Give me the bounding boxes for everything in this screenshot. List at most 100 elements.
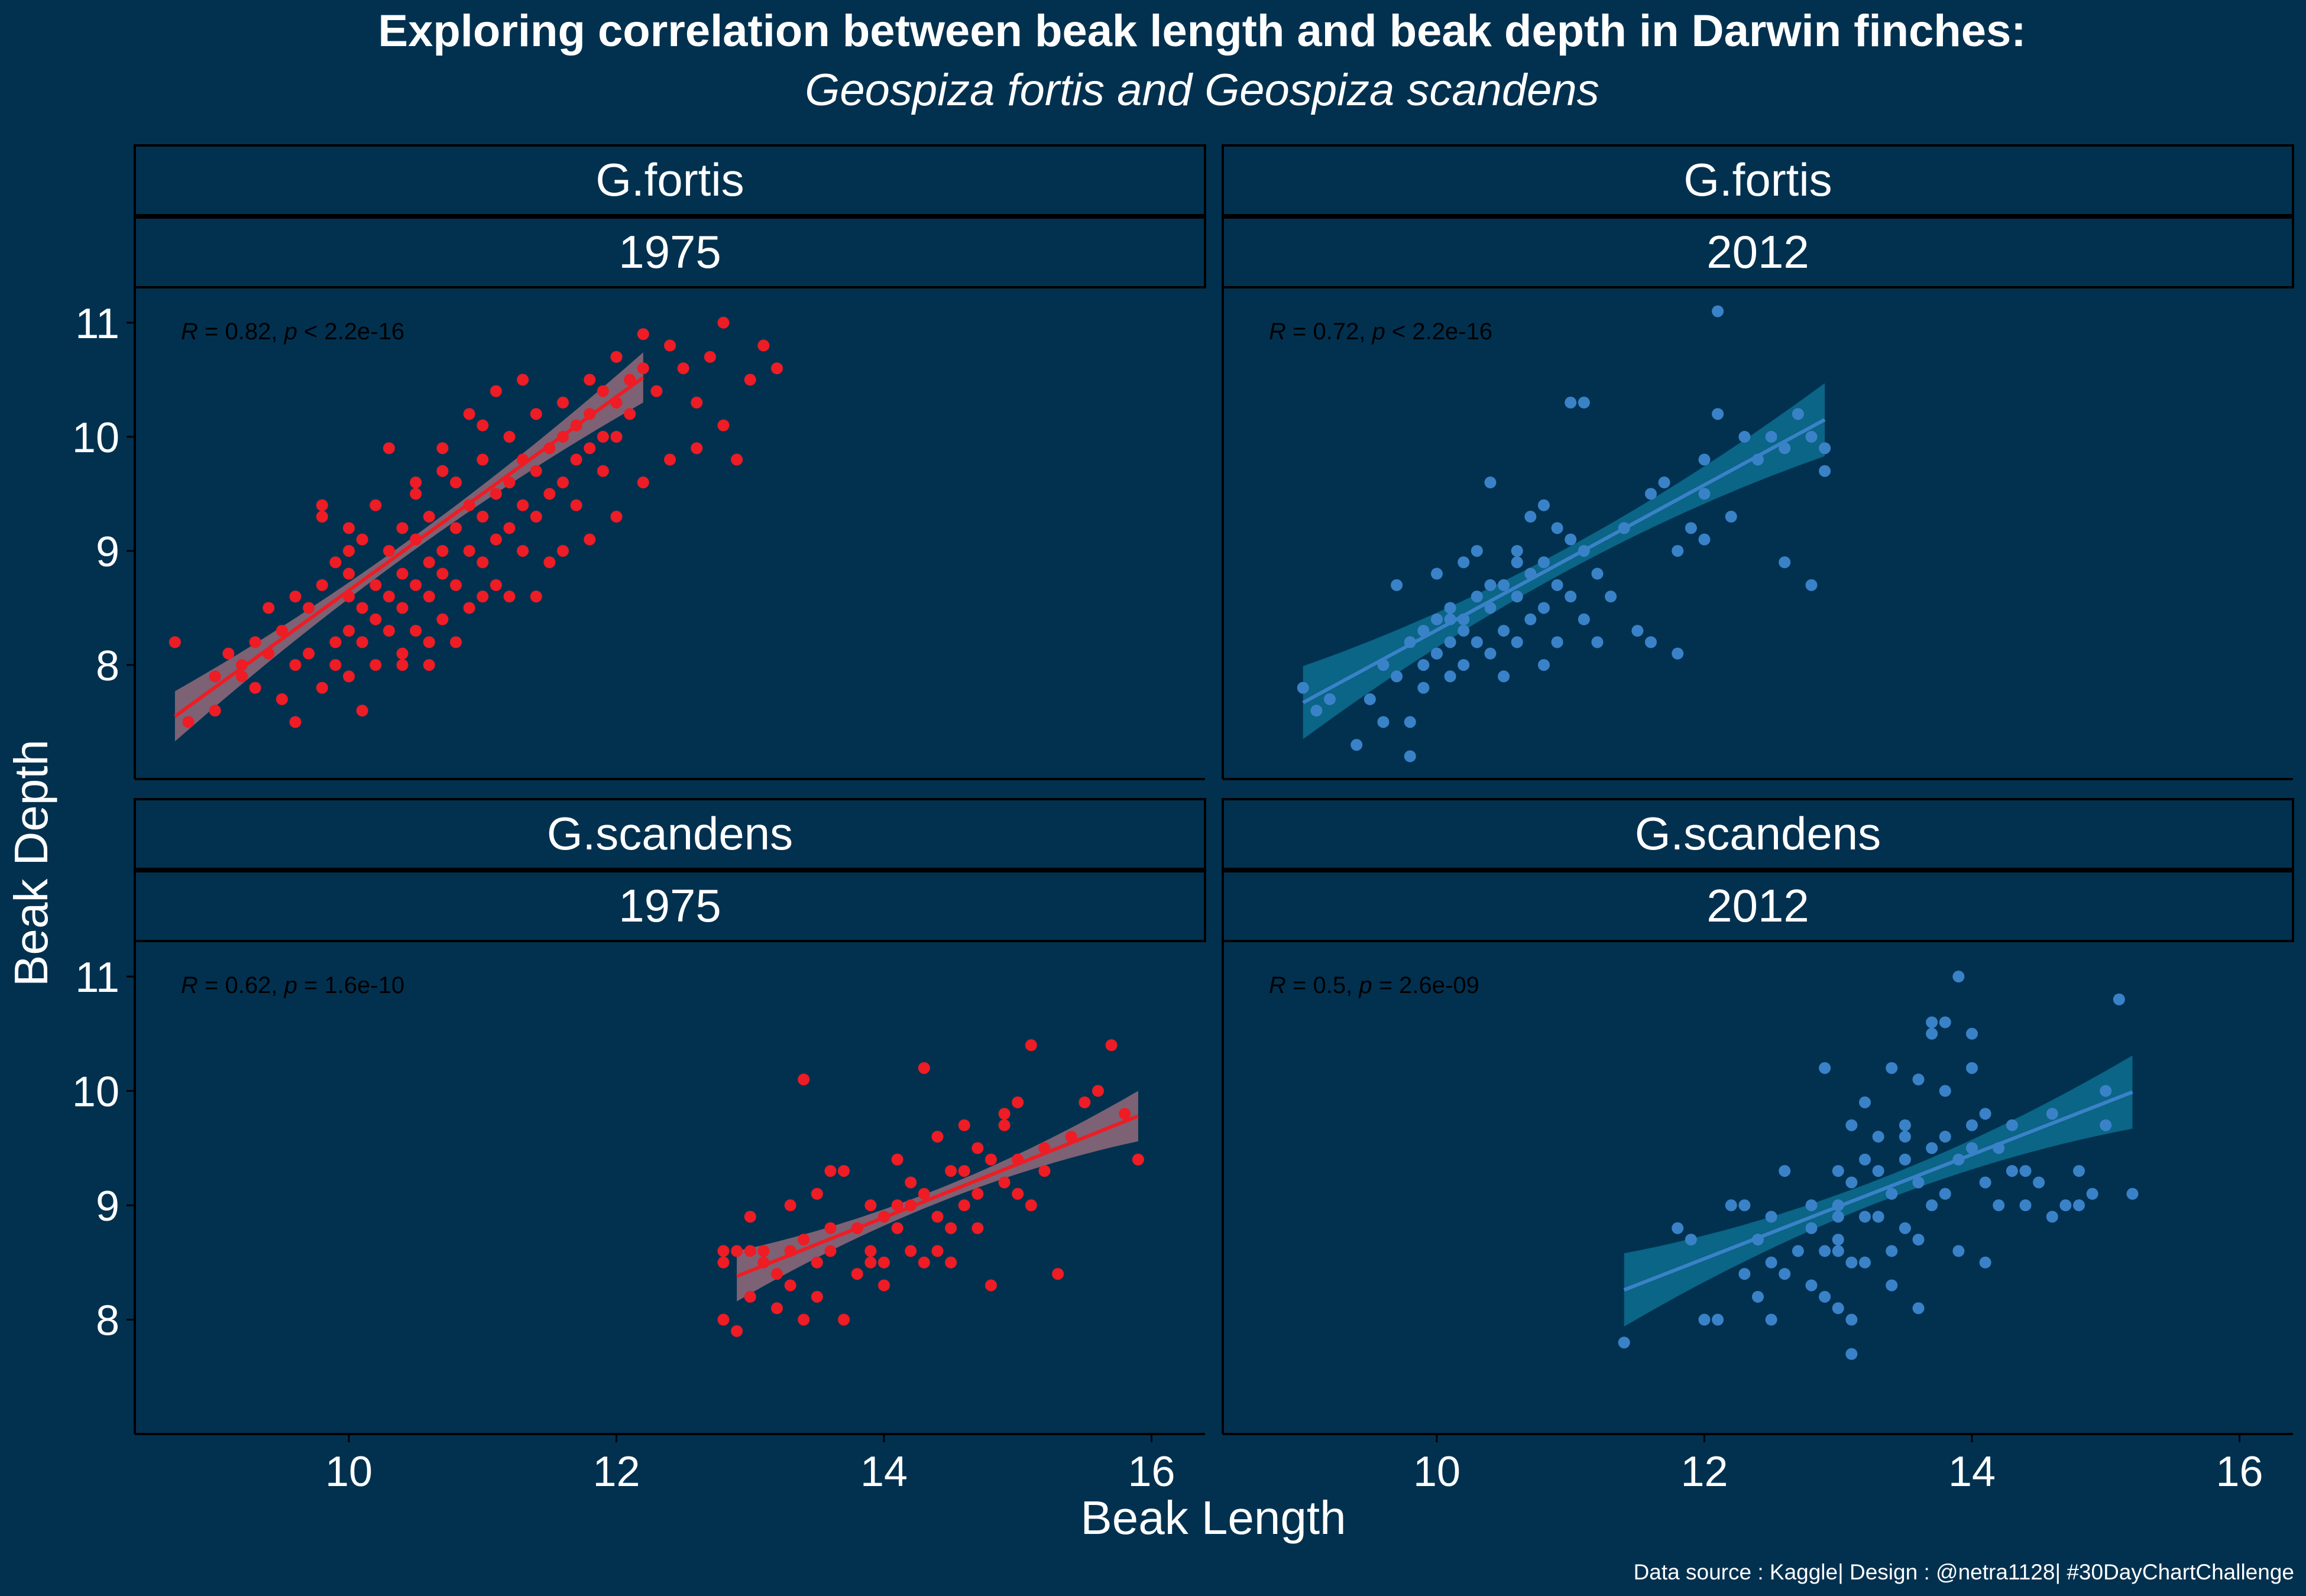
- data-point: [2073, 1164, 2085, 1177]
- data-point: [597, 465, 609, 477]
- data-point: [1952, 971, 1965, 983]
- data-point: [1012, 1096, 1024, 1108]
- data-point: [1712, 305, 1724, 317]
- data-point: [971, 1188, 984, 1200]
- data-point: [1471, 544, 1483, 557]
- data-point: [757, 339, 770, 352]
- data-point: [918, 1188, 930, 1200]
- data-point: [1805, 1199, 1818, 1212]
- data-point: [343, 625, 355, 637]
- data-point: [396, 522, 409, 534]
- data-point: [1779, 556, 1791, 569]
- data-point: [1912, 1073, 1925, 1086]
- data-point: [2113, 993, 2125, 1005]
- data-point: [798, 1073, 810, 1086]
- data-point: [1859, 1256, 1871, 1269]
- data-point: [1779, 1268, 1791, 1280]
- data-point: [356, 533, 368, 546]
- data-point: [1605, 591, 1617, 603]
- data-point: [356, 602, 368, 614]
- facet-panel: G.fortis 1975 8 9 10 11 R = 0.82, p < 2.2e-16: [72, 144, 1206, 780]
- data-point: [1872, 1164, 1884, 1177]
- data-point: [2126, 1188, 2139, 1200]
- data-point: [1805, 1279, 1818, 1292]
- data-point: [637, 328, 649, 340]
- data-point: [637, 476, 649, 489]
- data-point: [1899, 1222, 1911, 1234]
- strip-year-label: 1975: [618, 226, 721, 278]
- data-point: [891, 1222, 903, 1234]
- data-point: [530, 408, 542, 420]
- data-point: [1444, 670, 1456, 683]
- data-point: [1819, 465, 1831, 477]
- data-point: [1859, 1096, 1871, 1108]
- data-point: [1672, 647, 1684, 660]
- data-point: [1765, 1313, 1777, 1326]
- data-point: [864, 1245, 877, 1257]
- data-point: [1565, 591, 1577, 603]
- data-point: [2059, 1199, 2072, 1212]
- data-point: [1845, 1176, 1858, 1189]
- x-tick-label: 16: [1128, 1448, 1175, 1496]
- data-point: [1551, 636, 1563, 648]
- data-point: [1417, 658, 1430, 671]
- data-point: [1859, 1211, 1871, 1223]
- data-point: [824, 1245, 837, 1257]
- data-point: [931, 1130, 944, 1143]
- data-point: [1551, 522, 1563, 534]
- data-point: [517, 499, 529, 511]
- strip-species-box: [134, 144, 1206, 216]
- data-point: [1038, 1164, 1051, 1177]
- data-point: [463, 544, 475, 557]
- data-point: [1926, 1199, 1938, 1212]
- data-point: [396, 658, 409, 671]
- data-point: [383, 544, 395, 557]
- data-point: [1738, 1199, 1751, 1212]
- data-point: [410, 579, 422, 591]
- data-point: [1939, 1188, 1951, 1200]
- data-point: [1805, 1222, 1818, 1234]
- data-point: [731, 1245, 743, 1257]
- data-point: [329, 658, 342, 671]
- data-point: [1538, 658, 1550, 671]
- data-point: [891, 1199, 903, 1212]
- data-point: [1926, 1142, 1938, 1154]
- data-point: [543, 488, 556, 500]
- y-tick-label: 8: [96, 643, 119, 690]
- data-point: [1966, 1142, 1978, 1154]
- data-point: [343, 522, 355, 534]
- data-point: [1458, 658, 1470, 671]
- data-point: [477, 419, 489, 432]
- data-point: [744, 1245, 756, 1257]
- data-point: [1565, 397, 1577, 409]
- data-point: [1511, 591, 1523, 603]
- facet-panel: G.scandens 2012 10 12 14 16 R = 0.5, p = 2.6e-…: [1222, 798, 2294, 1496]
- data-point: [423, 636, 435, 648]
- data-point: [1738, 430, 1751, 443]
- data-point: [824, 1222, 837, 1234]
- data-point: [463, 602, 475, 614]
- data-point: [878, 1279, 890, 1292]
- correlation-annotation: R = 0.82, p < 2.2e-16: [181, 319, 404, 345]
- data-point: [610, 351, 623, 363]
- data-point: [316, 499, 328, 511]
- data-point: [717, 419, 730, 432]
- data-point: [1845, 1119, 1858, 1131]
- data-point: [1591, 636, 1604, 648]
- data-point: [1524, 613, 1537, 625]
- data-point: [490, 488, 502, 500]
- data-point: [2086, 1188, 2098, 1200]
- data-point: [1698, 488, 1711, 500]
- strip-species-label: G.fortis: [595, 154, 744, 206]
- data-point: [1431, 567, 1443, 580]
- data-point: [610, 511, 623, 523]
- data-point: [958, 1119, 970, 1131]
- data-point: [503, 522, 516, 534]
- data-point: [209, 705, 221, 717]
- data-point: [1765, 430, 1777, 443]
- data-point: [1912, 1176, 1925, 1189]
- strip-year-box: [134, 216, 1206, 288]
- data-point: [1698, 533, 1711, 546]
- data-point: [249, 636, 261, 648]
